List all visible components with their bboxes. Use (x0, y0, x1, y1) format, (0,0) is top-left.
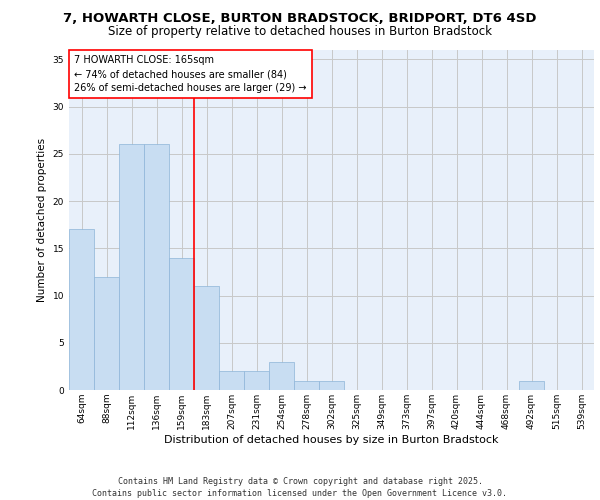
Bar (269, 362, 294, 390)
Bar (94, 276, 119, 390)
Text: 7 HOWARTH CLOSE: 165sqm
← 74% of detached houses are smaller (84)
26% of semi-de: 7 HOWARTH CLOSE: 165sqm ← 74% of detache… (74, 55, 307, 93)
Bar (69, 230, 94, 390)
Bar (194, 286, 219, 390)
Text: Size of property relative to detached houses in Burton Bradstock: Size of property relative to detached ho… (108, 25, 492, 38)
X-axis label: Distribution of detached houses by size in Burton Bradstock: Distribution of detached houses by size … (164, 434, 499, 444)
Bar (319, 380, 344, 390)
Bar (219, 371, 244, 390)
Bar (244, 371, 269, 390)
Bar (294, 380, 319, 390)
Text: Contains HM Land Registry data © Crown copyright and database right 2025.
Contai: Contains HM Land Registry data © Crown c… (92, 476, 508, 498)
Text: 7, HOWARTH CLOSE, BURTON BRADSTOCK, BRIDPORT, DT6 4SD: 7, HOWARTH CLOSE, BURTON BRADSTOCK, BRID… (63, 12, 537, 26)
Bar (144, 144, 169, 390)
Bar (119, 144, 144, 390)
Y-axis label: Number of detached properties: Number of detached properties (37, 138, 47, 302)
Bar (519, 380, 544, 390)
Bar (169, 258, 194, 390)
